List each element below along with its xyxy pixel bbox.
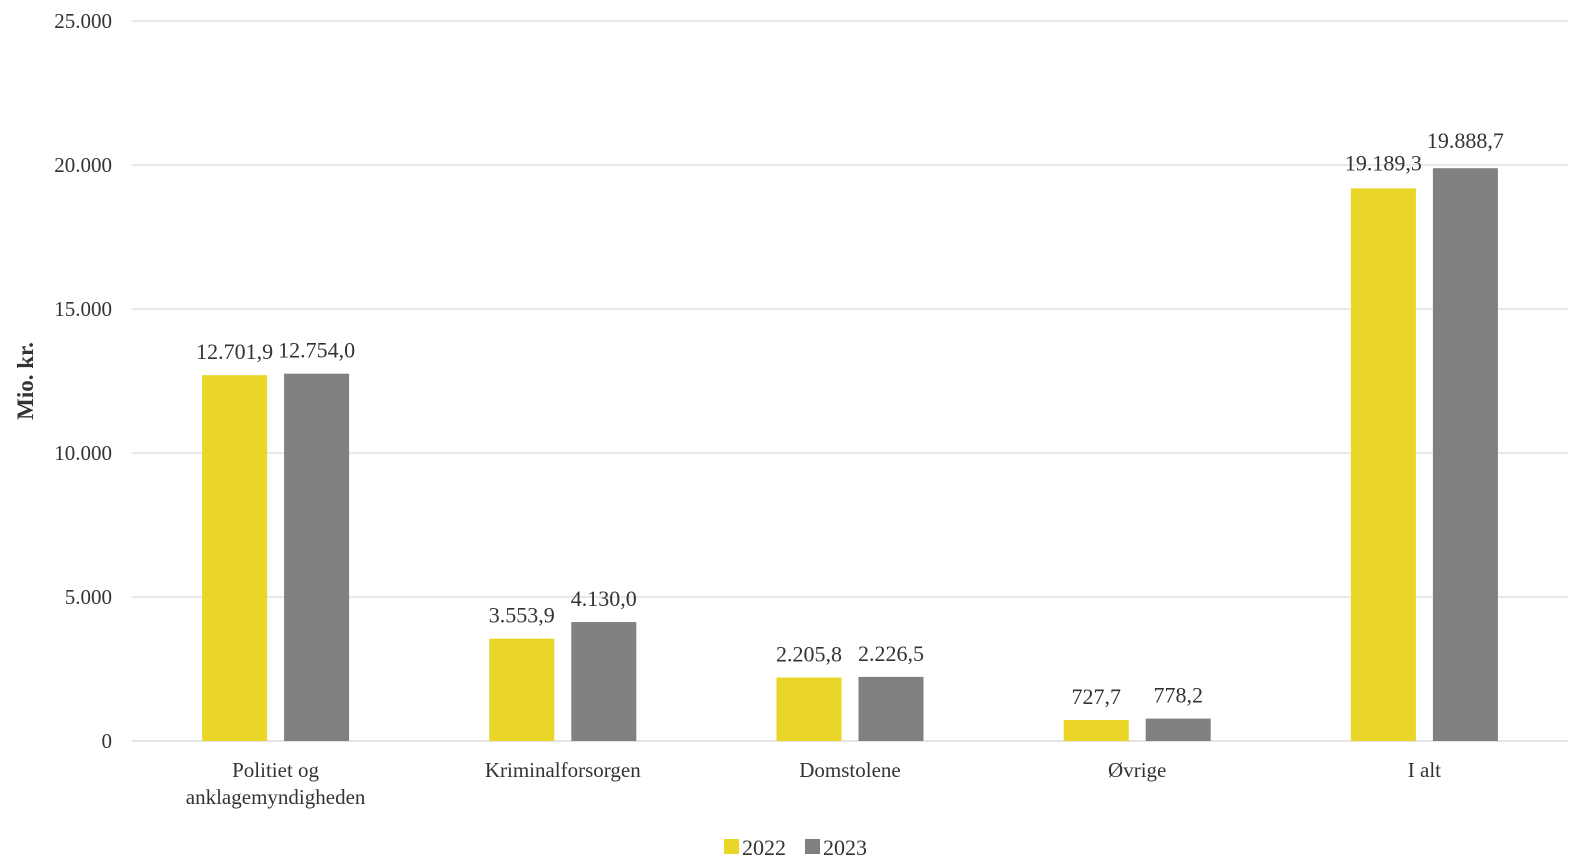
category-label: Politiet og	[232, 758, 319, 782]
bars	[202, 168, 1498, 742]
data-label-2022: 19.189,3	[1345, 150, 1422, 175]
data-label-2023: 19.888,7	[1427, 128, 1504, 153]
y-tick-label: 10.000	[54, 441, 112, 465]
data-label-2023: 12.754,0	[278, 338, 355, 363]
data-label-2023: 2.226,5	[858, 641, 924, 666]
category-label: I alt	[1408, 758, 1441, 782]
y-axis-label: Mio. kr.	[13, 342, 38, 420]
x-axis-categories: Politiet og anklagemyndigheden Kriminalfor…	[186, 758, 1441, 809]
y-tick-label: 25.000	[54, 9, 112, 33]
category-label: Domstolene	[799, 758, 900, 782]
data-label-2022: 727,7	[1071, 684, 1121, 709]
bar-2022	[1350, 188, 1416, 742]
category-label: Kriminalforsorgen	[485, 758, 641, 782]
bar-2022	[202, 375, 268, 741]
bar-2022	[1063, 720, 1129, 741]
bar-2022	[489, 638, 555, 741]
y-tick-label: 15.000	[54, 297, 112, 321]
y-tick-label: 20.000	[54, 153, 112, 177]
legend-label-2022: 2022	[742, 835, 786, 860]
legend-label-2023: 2023	[823, 835, 867, 860]
category-label: anklagemyndigheden	[186, 785, 366, 809]
legend: 2022 2023	[724, 835, 867, 860]
y-tick-label: 0	[102, 729, 113, 753]
legend-swatch-2023	[805, 839, 820, 854]
data-label-2022: 3.553,9	[489, 603, 555, 628]
data-labels: 12.701,9 12.754,0 3.553,9 4.130,0 2.205,8 2.2…	[196, 128, 1504, 709]
data-label-2022: 2.205,8	[776, 641, 842, 666]
bar-2023	[1145, 718, 1211, 741]
bar-2023	[858, 676, 924, 741]
y-tick-label: 5.000	[65, 585, 112, 609]
data-label-2023: 778,2	[1153, 683, 1203, 708]
category-label: Øvrige	[1108, 758, 1166, 782]
bar-2023	[571, 622, 637, 741]
bar-2023	[284, 373, 350, 741]
bar-2023	[1432, 168, 1498, 741]
legend-swatch-2022	[724, 839, 739, 854]
bar-2022	[776, 677, 842, 741]
y-axis-ticks: 0 5.000 10.000 15.000 20.000 25.000	[54, 9, 112, 753]
data-label-2023: 4.130,0	[571, 586, 637, 611]
data-label-2022: 12.701,9	[196, 339, 273, 364]
gridlines	[132, 20, 1568, 742]
